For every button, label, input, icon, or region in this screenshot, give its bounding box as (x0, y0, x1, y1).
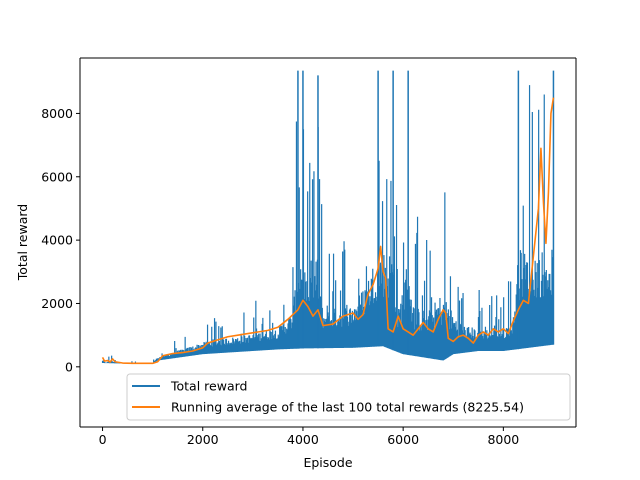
legend: Total reward Running average of the last… (126, 373, 571, 421)
y-tick-label: 8000 (41, 106, 73, 121)
x-tick-label: 6000 (387, 432, 419, 447)
x-axis-label: Episode (303, 455, 352, 470)
y-tick-label: 4000 (41, 233, 73, 248)
running-average-line (101, 97, 555, 365)
running-average-series (101, 97, 555, 365)
x-tick-label: 4000 (287, 432, 319, 447)
total-reward-band (101, 85, 554, 364)
x-tick-label: 0 (99, 432, 107, 447)
legend-box (126, 373, 571, 421)
legend-label-total-reward: Total reward (170, 379, 247, 394)
y-tick-label: 2000 (41, 296, 73, 311)
y-tick-label: 0 (65, 359, 73, 374)
tick-marks: 0 2000 4000 6000 8000 0 2000 4000 6000 8000 (41, 106, 519, 447)
y-axis-label: Total reward (15, 204, 30, 281)
y-tick-label: 6000 (41, 169, 73, 184)
x-tick-label: 2000 (187, 432, 219, 447)
axes (79, 57, 577, 428)
legend-label-running-average: Running average of the last 100 total re… (171, 400, 524, 415)
total-reward-series (101, 70, 555, 364)
x-tick-label: 8000 (487, 432, 519, 447)
